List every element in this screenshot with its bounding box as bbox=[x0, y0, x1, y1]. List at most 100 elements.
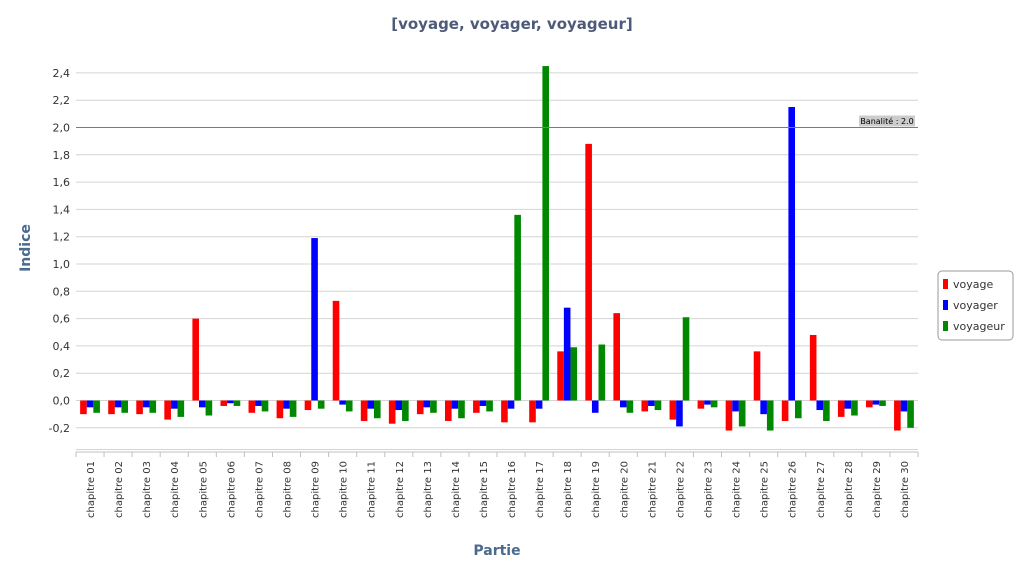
bar-voyage-11 bbox=[360, 400, 368, 421]
bar-voyage-20 bbox=[613, 313, 620, 401]
legend-label-voyage: voyage bbox=[953, 278, 993, 291]
y-tick-label: 2,4 bbox=[53, 67, 71, 80]
threshold-label-background bbox=[859, 115, 915, 127]
bar-voyage-1 bbox=[80, 400, 87, 415]
x-tick-label: chapitre 17 bbox=[535, 461, 546, 518]
chart-title: [voyage, voyager, voyageur] bbox=[391, 15, 633, 33]
legend: voyage voyager voyageur bbox=[937, 270, 1014, 341]
bar-voyage-6 bbox=[220, 400, 228, 406]
bar-voyageur-1 bbox=[93, 400, 100, 413]
bar-voyager-24 bbox=[732, 400, 739, 412]
bar-voyager-19 bbox=[591, 400, 599, 413]
gridlines bbox=[76, 72, 918, 450]
bar-voyage-14 bbox=[445, 400, 452, 421]
bar-voyager-6 bbox=[227, 400, 234, 404]
bar-voyageur-9 bbox=[317, 400, 325, 409]
y-tick-label: 2,2 bbox=[53, 94, 71, 107]
x-tick-label: chapitre 04 bbox=[170, 461, 181, 518]
bars bbox=[80, 66, 914, 431]
bar-voyager-29 bbox=[872, 400, 880, 405]
bar-voyage-25 bbox=[753, 351, 761, 401]
x-tick-label: chapitre 18 bbox=[563, 461, 574, 518]
bar-voyageur-27 bbox=[823, 400, 830, 421]
y-tick-label: 0,4 bbox=[53, 340, 71, 353]
bar-voyageur-26 bbox=[795, 400, 802, 419]
y-tick-label: 1,4 bbox=[53, 203, 71, 216]
x-tick-label: chapitre 22 bbox=[675, 461, 686, 518]
bar-voyager-18 bbox=[563, 307, 571, 401]
bar-voyage-23 bbox=[697, 400, 705, 409]
x-axis-label: Partie bbox=[473, 543, 520, 559]
bar-voyageur-28 bbox=[851, 400, 858, 416]
bar-voyager-28 bbox=[844, 400, 852, 409]
bar-voyage-4 bbox=[164, 400, 171, 420]
legend-swatch-voyager bbox=[943, 300, 948, 310]
bar-voyager-21 bbox=[648, 400, 655, 406]
bar-voyageur-17 bbox=[542, 66, 549, 401]
bar-voyager-10 bbox=[339, 400, 346, 405]
legend-swatch-voyageur bbox=[943, 321, 948, 331]
legend-swatch-voyage bbox=[943, 279, 948, 289]
bar-voyage-30 bbox=[894, 400, 901, 431]
bar-voyage-3 bbox=[136, 400, 143, 415]
y-axis-ticks: 2,4 2,2 2,0 1,8 1,6 1,4 1,2 1,0 0,8 0,6 0,4 0,2 0,0 -… bbox=[49, 67, 70, 435]
bar-voyage-22 bbox=[669, 400, 677, 420]
bar-voyager-22 bbox=[676, 400, 683, 427]
bar-voyager-9 bbox=[311, 238, 318, 401]
bar-voyage-5 bbox=[192, 318, 199, 401]
bar-voyager-25 bbox=[760, 400, 767, 415]
bar-voyageur-13 bbox=[430, 400, 437, 413]
bar-voyageur-10 bbox=[345, 400, 353, 412]
y-tick-label: 0,8 bbox=[53, 285, 71, 298]
x-tick-label: chapitre 08 bbox=[283, 461, 294, 518]
y-tick-label: 2,0 bbox=[53, 122, 71, 135]
bar-voyage-9 bbox=[304, 400, 312, 411]
threshold-line-group: Banalité : 2.0 bbox=[76, 115, 918, 128]
x-tick-label: chapitre 26 bbox=[788, 461, 799, 518]
bar-voyage-28 bbox=[837, 400, 845, 417]
x-tick-label: chapitre 27 bbox=[816, 461, 827, 518]
bar-voyage-26 bbox=[781, 400, 789, 421]
bar-voyage-27 bbox=[809, 334, 817, 401]
x-tick-label: chapitre 13 bbox=[423, 461, 434, 518]
bar-voyageur-16 bbox=[514, 214, 521, 401]
bar-voyage-2 bbox=[108, 400, 115, 415]
bar-voyage-13 bbox=[416, 400, 424, 415]
bar-voyager-30 bbox=[900, 400, 908, 412]
x-tick-label: chapitre 07 bbox=[254, 461, 265, 518]
bar-voyage-10 bbox=[332, 300, 340, 401]
bar-voyageur-24 bbox=[738, 400, 746, 427]
bar-voyageur-19 bbox=[598, 344, 606, 401]
bar-voyageur-23 bbox=[710, 400, 718, 408]
bar-voyage-12 bbox=[388, 400, 396, 424]
bar-voyage-15 bbox=[473, 400, 480, 413]
bar-voyager-5 bbox=[199, 400, 206, 408]
bar-voyage-8 bbox=[276, 400, 284, 419]
bar-voyageur-18 bbox=[570, 347, 578, 401]
legend-label-voyager: voyager bbox=[953, 299, 998, 312]
x-tick-label: chapitre 16 bbox=[507, 461, 518, 518]
bar-voyager-7 bbox=[255, 400, 262, 406]
y-tick-label: 0,2 bbox=[53, 367, 71, 380]
bar-voyage-19 bbox=[585, 143, 592, 401]
x-tick-label: chapitre 02 bbox=[114, 461, 125, 518]
x-axis: chapitre 01 chapitre 02 chapitre 03 chapitr… bbox=[75, 451, 919, 518]
legend-box bbox=[937, 270, 1014, 341]
bar-voyager-13 bbox=[423, 400, 431, 408]
threshold-label: Banalité : 2.0 bbox=[860, 116, 913, 126]
bar-voyageur-6 bbox=[233, 400, 241, 406]
bar-voyage-24 bbox=[725, 400, 733, 431]
bar-voyager-14 bbox=[451, 400, 459, 409]
bar-voyageur-11 bbox=[374, 400, 381, 419]
bar-voyager-16 bbox=[507, 400, 515, 409]
bar-voyage-29 bbox=[866, 400, 873, 408]
bar-voyager-11 bbox=[367, 400, 374, 409]
y-tick-label: 1,6 bbox=[53, 176, 71, 189]
bar-voyager-26 bbox=[788, 107, 795, 401]
bar-voyage-18 bbox=[557, 351, 564, 401]
x-tick-label: chapitre 11 bbox=[367, 461, 378, 518]
bar-voyageur-22 bbox=[682, 317, 690, 401]
y-tick-label: 0,6 bbox=[53, 313, 71, 326]
bar-voyageur-14 bbox=[458, 400, 465, 419]
bar-voyageur-15 bbox=[486, 400, 493, 412]
